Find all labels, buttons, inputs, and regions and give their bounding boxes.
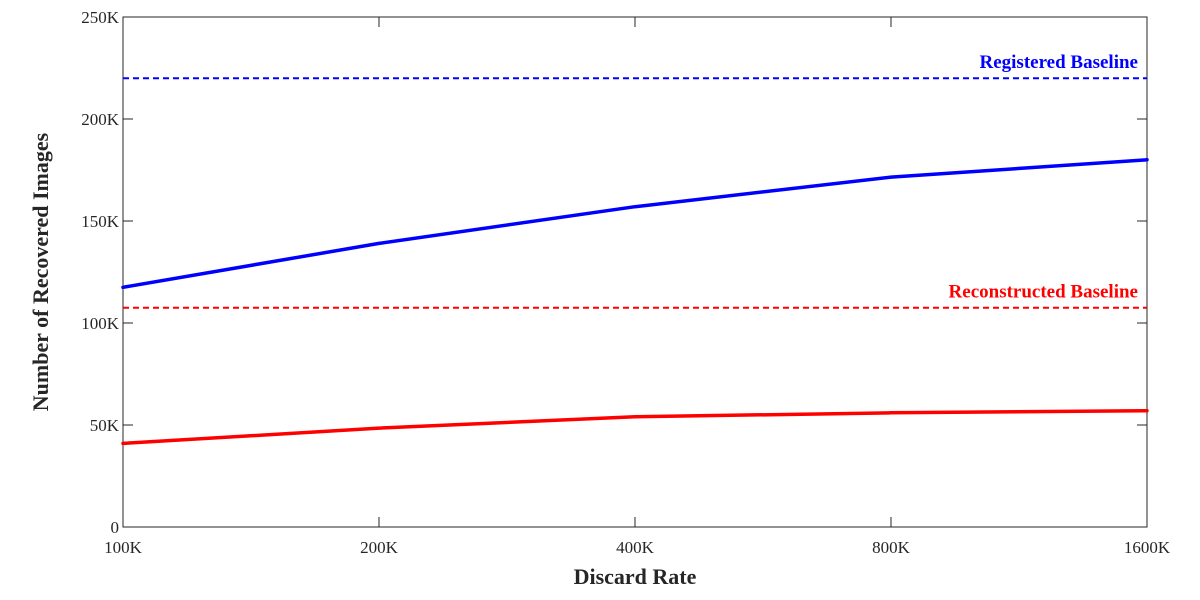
x-tick-label: 1600K	[1124, 538, 1171, 557]
y-tick-label: 50K	[90, 416, 120, 435]
x-tick-label: 100K	[104, 538, 143, 557]
x-axis-title: Discard Rate	[574, 564, 697, 589]
x-tick-label: 400K	[616, 538, 655, 557]
y-tick-label: 250K	[81, 8, 120, 27]
x-axis: 100K 200K 400K 800K 1600K	[104, 17, 1171, 557]
y-tick-label: 200K	[81, 110, 120, 129]
x-tick-label: 200K	[360, 538, 399, 557]
y-axis-title: Number of Recovered Images	[28, 132, 53, 411]
y-axis: 0 50K 100K 150K 200K 250K	[81, 8, 1147, 537]
registered-baseline-label: Registered Baseline	[980, 52, 1139, 73]
y-tick-label: 150K	[81, 212, 120, 231]
x-tick-label: 800K	[872, 538, 911, 557]
series-layer	[121, 158, 1149, 446]
y-tick-label: 100K	[81, 314, 120, 333]
reconstructed-baseline-label: Reconstructed Baseline	[949, 282, 1138, 303]
baselines-layer: Registered Baseline Reconstructed Baselin…	[123, 52, 1147, 309]
y-tick-label: 0	[111, 518, 120, 537]
plot-area	[122, 16, 1148, 528]
